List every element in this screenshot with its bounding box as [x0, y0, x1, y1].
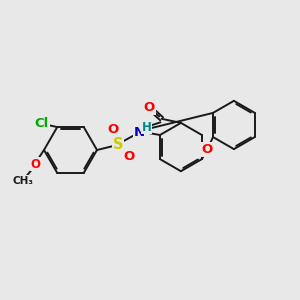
Text: S: S: [113, 137, 124, 152]
Text: O: O: [124, 150, 135, 163]
Text: O: O: [31, 158, 41, 171]
Text: O: O: [107, 123, 118, 136]
Text: O: O: [202, 143, 213, 156]
Text: N: N: [134, 126, 145, 139]
Text: H: H: [142, 121, 152, 134]
Text: Cl: Cl: [35, 117, 49, 130]
Text: CH₃: CH₃: [13, 176, 34, 186]
Text: O: O: [144, 101, 155, 114]
